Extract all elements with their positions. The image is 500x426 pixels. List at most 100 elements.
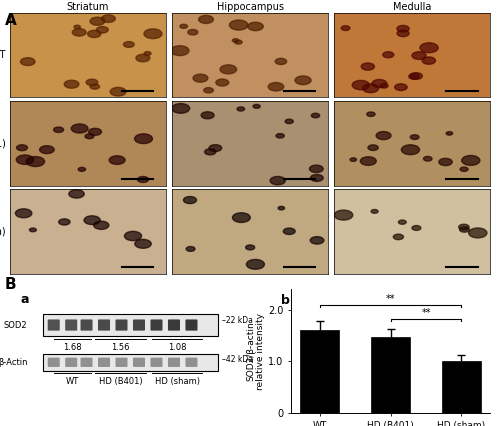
Circle shape — [58, 219, 70, 225]
FancyBboxPatch shape — [48, 358, 60, 367]
Circle shape — [90, 84, 100, 89]
Text: β-Actin: β-Actin — [0, 358, 28, 367]
Circle shape — [275, 58, 286, 65]
Circle shape — [310, 236, 324, 244]
Circle shape — [135, 239, 152, 248]
Circle shape — [446, 132, 452, 135]
Circle shape — [30, 228, 36, 232]
Title: Striatum: Striatum — [66, 2, 109, 12]
Circle shape — [109, 156, 125, 164]
Circle shape — [424, 156, 432, 161]
Circle shape — [54, 127, 64, 132]
Text: SOD2: SOD2 — [4, 320, 28, 330]
Circle shape — [412, 52, 426, 59]
Circle shape — [237, 107, 244, 111]
Circle shape — [216, 79, 228, 86]
FancyBboxPatch shape — [150, 320, 162, 331]
Circle shape — [268, 83, 284, 91]
Circle shape — [209, 144, 222, 152]
FancyBboxPatch shape — [133, 320, 145, 331]
Circle shape — [74, 25, 80, 29]
FancyBboxPatch shape — [186, 358, 198, 367]
Circle shape — [394, 84, 407, 91]
Circle shape — [295, 76, 311, 85]
Circle shape — [136, 54, 150, 62]
Circle shape — [71, 124, 88, 133]
Circle shape — [420, 43, 438, 53]
FancyBboxPatch shape — [116, 320, 128, 331]
Text: B: B — [5, 277, 16, 292]
Circle shape — [144, 29, 162, 39]
Circle shape — [230, 20, 248, 30]
Text: HD (sham): HD (sham) — [155, 377, 200, 386]
FancyBboxPatch shape — [116, 358, 128, 367]
Text: 1.56: 1.56 — [111, 343, 130, 352]
Circle shape — [462, 155, 480, 165]
Text: WT: WT — [66, 377, 79, 386]
Circle shape — [284, 228, 295, 234]
Circle shape — [88, 128, 102, 135]
FancyBboxPatch shape — [168, 358, 180, 367]
Circle shape — [204, 149, 216, 155]
FancyBboxPatch shape — [80, 320, 92, 331]
Circle shape — [410, 72, 422, 79]
Text: 1.68: 1.68 — [63, 343, 82, 352]
Circle shape — [26, 156, 44, 167]
Circle shape — [40, 146, 54, 154]
Text: b: b — [281, 294, 289, 307]
Title: Medulla: Medulla — [393, 2, 432, 12]
Text: A: A — [5, 13, 17, 28]
Circle shape — [96, 26, 108, 33]
Circle shape — [310, 165, 323, 173]
Circle shape — [422, 57, 436, 64]
Text: –22 kDa: –22 kDa — [222, 316, 253, 325]
Circle shape — [69, 190, 84, 198]
Y-axis label: SOD2/β-actin
relative intensity: SOD2/β-actin relative intensity — [246, 313, 266, 390]
Circle shape — [253, 104, 260, 108]
Circle shape — [276, 133, 284, 138]
FancyBboxPatch shape — [48, 320, 60, 331]
Circle shape — [350, 158, 356, 161]
Circle shape — [172, 104, 190, 113]
Circle shape — [102, 15, 116, 23]
Circle shape — [285, 119, 294, 124]
Circle shape — [310, 175, 323, 181]
Circle shape — [198, 15, 214, 23]
Bar — [371, 337, 410, 413]
Circle shape — [84, 216, 100, 225]
Circle shape — [352, 81, 370, 90]
FancyBboxPatch shape — [98, 320, 110, 331]
Circle shape — [246, 245, 254, 250]
Title: Hippocampus: Hippocampus — [216, 2, 284, 12]
Text: **: ** — [386, 294, 396, 303]
Circle shape — [394, 234, 404, 240]
Circle shape — [383, 52, 394, 58]
FancyBboxPatch shape — [65, 320, 77, 331]
Circle shape — [397, 26, 409, 32]
Circle shape — [248, 22, 263, 31]
Circle shape — [78, 167, 86, 171]
Circle shape — [362, 84, 378, 92]
Circle shape — [184, 196, 196, 204]
Y-axis label: HD (B401): HD (B401) — [0, 138, 6, 148]
Circle shape — [86, 79, 98, 86]
Bar — [300, 331, 339, 413]
Circle shape — [368, 145, 378, 150]
Text: a: a — [21, 293, 29, 306]
Circle shape — [278, 206, 284, 210]
Circle shape — [90, 17, 105, 25]
Circle shape — [201, 112, 214, 119]
Text: **: ** — [422, 308, 431, 318]
FancyBboxPatch shape — [43, 354, 218, 371]
Circle shape — [220, 65, 236, 74]
FancyBboxPatch shape — [80, 358, 92, 367]
Circle shape — [94, 221, 109, 229]
FancyBboxPatch shape — [98, 358, 110, 367]
Circle shape — [371, 210, 378, 213]
Circle shape — [397, 30, 409, 37]
Circle shape — [20, 58, 35, 66]
Circle shape — [460, 167, 468, 171]
Circle shape — [232, 213, 250, 222]
Circle shape — [134, 134, 152, 144]
Y-axis label: HD (sham): HD (sham) — [0, 226, 6, 236]
